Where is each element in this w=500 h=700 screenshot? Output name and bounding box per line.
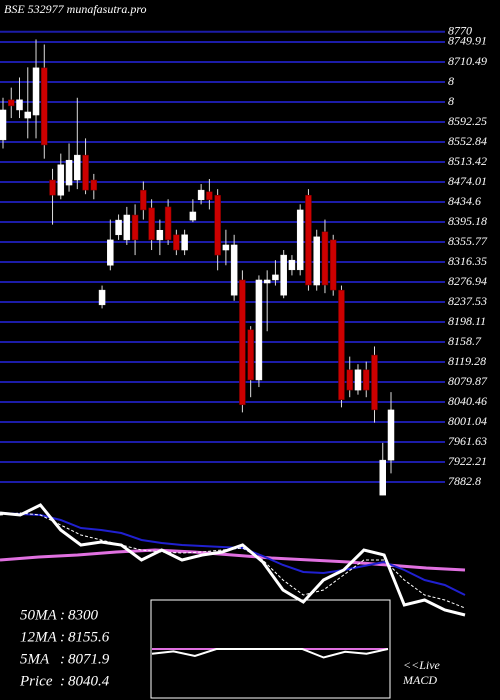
y-tick-label: 8770: [448, 24, 472, 38]
candle-body: [329, 239, 337, 291]
candle-body: [247, 329, 254, 381]
y-tick-label: 8198.11: [448, 314, 486, 328]
candle-body: [107, 239, 114, 266]
candle-body: [0, 109, 7, 141]
candle-body: [296, 209, 304, 271]
candle-body: [354, 369, 362, 391]
candle-body: [74, 154, 81, 181]
y-tick-label: 8552.84: [448, 134, 487, 148]
candle-body: [288, 259, 296, 271]
stat-sep: :: [60, 607, 65, 623]
candle-body: [379, 459, 386, 496]
y-tick-label: 8592.25: [448, 114, 487, 128]
y-tick-label: 8040.46: [448, 394, 487, 408]
stat-sep: :: [60, 651, 65, 667]
candle-body: [90, 179, 98, 191]
candle-body: [387, 409, 395, 461]
y-tick-label: 8: [448, 94, 454, 108]
stat-label: Price: [19, 673, 53, 689]
candle-body: [197, 189, 205, 201]
candle-body: [148, 207, 155, 241]
candle-body: [305, 194, 312, 286]
candle-body: [82, 154, 89, 191]
candle-body: [115, 219, 122, 236]
y-tick-label: 8237.53: [448, 294, 487, 308]
y-tick-label: 8749.91: [448, 34, 487, 48]
y-tick-label: 8276.94: [448, 274, 487, 288]
y-tick-label: 8474.01: [448, 174, 487, 188]
candle-body: [313, 236, 320, 286]
candle-body: [123, 214, 131, 241]
y-tick-label: 8119.28: [448, 354, 486, 368]
candle-body: [230, 244, 238, 296]
stat-value: 8300: [68, 607, 99, 623]
y-tick-label: 8158.7: [448, 334, 482, 348]
candle-body: [140, 189, 147, 211]
stat-label: 5MA: [20, 651, 50, 667]
candle-body: [255, 279, 263, 381]
candle-body: [280, 254, 287, 296]
stat-sep: :: [60, 673, 65, 689]
candle-body: [164, 206, 172, 241]
candle-body: [8, 99, 15, 107]
y-tick-label: 8: [448, 74, 454, 88]
candle-body: [65, 159, 73, 186]
y-tick-label: 8710.49: [448, 54, 487, 68]
candle-body: [16, 99, 23, 111]
live-label: <<Live: [403, 658, 441, 672]
candle-body: [156, 229, 164, 241]
ma-line: [0, 512, 466, 609]
macd-label: MACD: [402, 673, 437, 687]
y-tick-label: 7922.21: [448, 454, 487, 468]
candle-body: [131, 214, 139, 241]
candle-body: [98, 289, 106, 306]
stat-value: 8040.4: [68, 673, 110, 689]
candle-body: [346, 369, 353, 391]
candle-body: [321, 231, 329, 286]
candle-body: [222, 244, 230, 251]
candle-body: [214, 194, 221, 256]
stat-label: 12MA: [20, 629, 57, 645]
candle-body: [181, 234, 188, 251]
candle-body: [32, 67, 40, 116]
y-tick-label: 8079.87: [448, 374, 488, 388]
candle-body: [338, 289, 345, 400]
candle-body: [239, 279, 246, 406]
candle-body: [41, 67, 48, 146]
candle-body: [272, 274, 279, 281]
stat-sep: :: [60, 629, 65, 645]
y-tick-label: 7882.8: [448, 474, 481, 488]
candle-body: [189, 211, 197, 221]
candle-body: [24, 111, 32, 119]
stat-label: 50MA: [20, 607, 57, 623]
y-tick-label: 8513.42: [448, 154, 487, 168]
ma-line: [0, 503, 466, 617]
y-tick-label: 8316.35: [448, 254, 487, 268]
candle-body: [362, 369, 370, 391]
candle-body: [49, 179, 56, 196]
y-tick-label: 8434.6: [448, 194, 481, 208]
candle-body: [57, 164, 65, 196]
macd-line: [151, 648, 389, 659]
y-tick-label: 8395.18: [448, 214, 487, 228]
candle-body: [371, 354, 378, 411]
y-tick-label: 8001.04: [448, 414, 487, 428]
stat-value: 8155.6: [68, 629, 110, 645]
candle-body: [173, 234, 180, 251]
chart-title: BSE 532977 munafasutra.pro: [4, 2, 147, 16]
stat-value: 8071.9: [68, 651, 110, 667]
candle-body: [206, 191, 213, 201]
y-tick-label: 7961.63: [448, 434, 487, 448]
y-tick-label: 8355.77: [448, 234, 488, 248]
candle-body: [263, 279, 271, 284]
